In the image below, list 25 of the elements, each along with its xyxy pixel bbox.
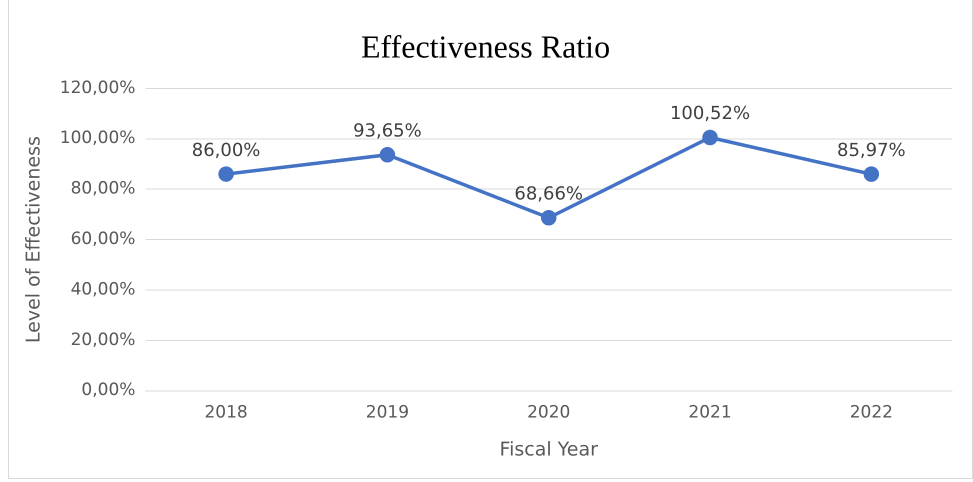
- data-label: 86,00%: [192, 140, 260, 161]
- y-tick-label: 0,00%: [81, 380, 136, 400]
- x-tick-label: 2022: [850, 402, 893, 422]
- point: [218, 166, 234, 182]
- data-label: 100,52%: [670, 103, 750, 124]
- y-tick-label: 60,00%: [70, 229, 136, 250]
- y-tick-label: 20,00%: [70, 330, 136, 350]
- data-label: 85,97%: [837, 140, 906, 161]
- point: [864, 166, 880, 182]
- x-tick-label: 2020: [527, 402, 570, 422]
- point: [702, 130, 718, 146]
- x-tick-label: 2021: [688, 402, 732, 422]
- x-tick-label: 2018: [204, 402, 248, 422]
- data-label: 68,66%: [514, 183, 584, 204]
- y-tick-label: 80,00%: [70, 178, 136, 199]
- x-tick-label: 2019: [366, 402, 410, 422]
- point: [540, 210, 556, 226]
- x-axis-title: Fiscal Year: [500, 438, 598, 461]
- y-axis-title: Level of Effectiveness: [22, 136, 44, 344]
- y-tick-label: 120,00%: [60, 78, 136, 98]
- chart-title: Effectiveness Ratio: [360, 28, 610, 65]
- point: [380, 147, 396, 163]
- data-label: 93,65%: [353, 120, 422, 142]
- y-tick-label: 40,00%: [70, 279, 136, 300]
- y-tick-label: 100,00%: [60, 128, 136, 148]
